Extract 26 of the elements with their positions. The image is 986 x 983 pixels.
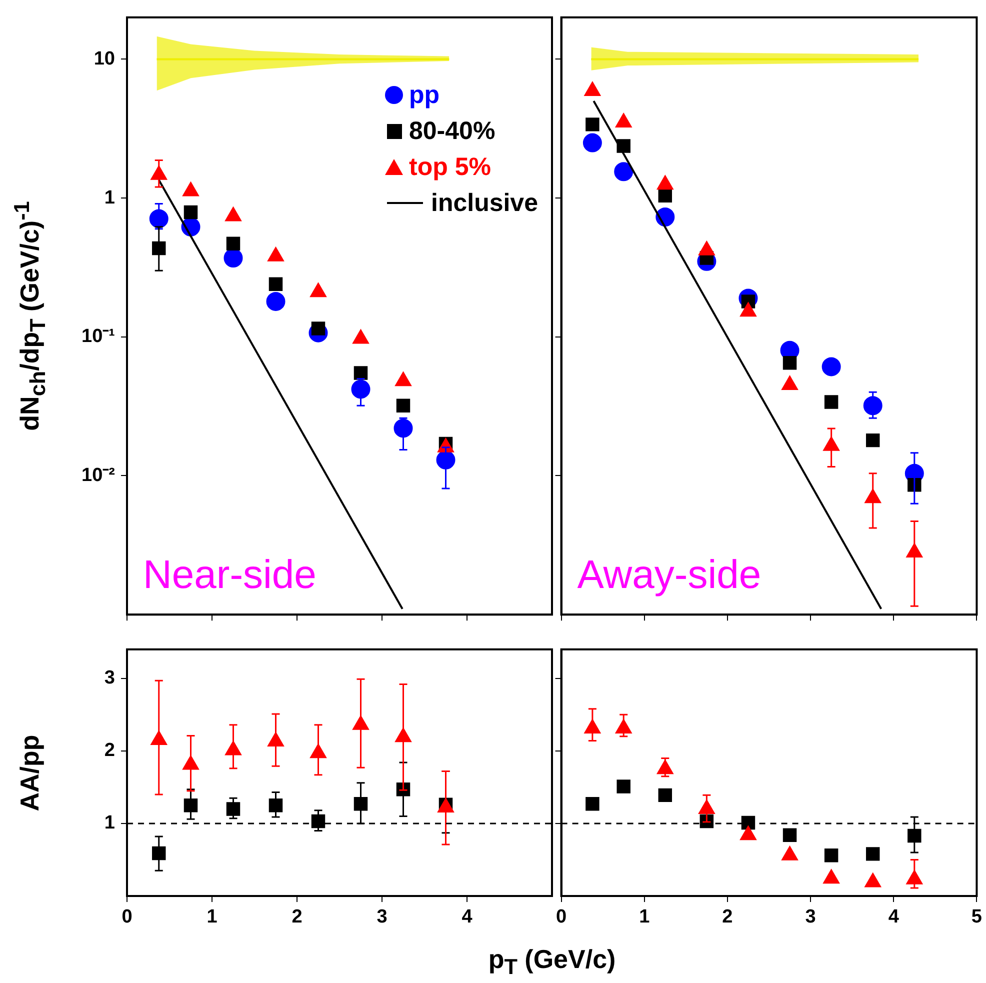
y-tick-label: 2: [104, 740, 115, 762]
y-tick-label: 1: [104, 187, 116, 208]
x-tick-label: 3: [805, 906, 816, 928]
x-tick-label: 2: [722, 906, 733, 928]
annotation: Near-side: [143, 552, 316, 598]
legend-label: inclusive: [431, 188, 538, 220]
x-tick-label: 5: [971, 906, 982, 928]
legend-label: 80-40%: [409, 116, 496, 148]
y-tick-label: 10: [94, 48, 115, 70]
legend-label: top 5%: [409, 152, 491, 184]
x-tick-label: 4: [888, 906, 900, 928]
x-tick-label: 2: [292, 906, 302, 928]
y-tick-label: 10⁻²: [82, 464, 115, 486]
y-axis-title: AA/pp: [14, 734, 46, 811]
x-tick-label: 4: [462, 906, 473, 928]
legend-label: pp: [409, 80, 440, 112]
x-tick-label: 0: [556, 906, 567, 928]
annotation: Away-side: [577, 552, 762, 598]
x-tick-label: 3: [376, 906, 388, 928]
y-tick-label: 10⁻¹: [82, 326, 115, 348]
y-tick-label: 3: [104, 668, 115, 689]
y-tick-label: 1: [104, 812, 116, 834]
x-axis-title: p$_{T}$ (GeV/c): [488, 944, 616, 980]
x-tick-label: 1: [639, 906, 650, 928]
x-tick-label: 0: [122, 906, 132, 928]
x-tick-label: 1: [206, 906, 218, 928]
